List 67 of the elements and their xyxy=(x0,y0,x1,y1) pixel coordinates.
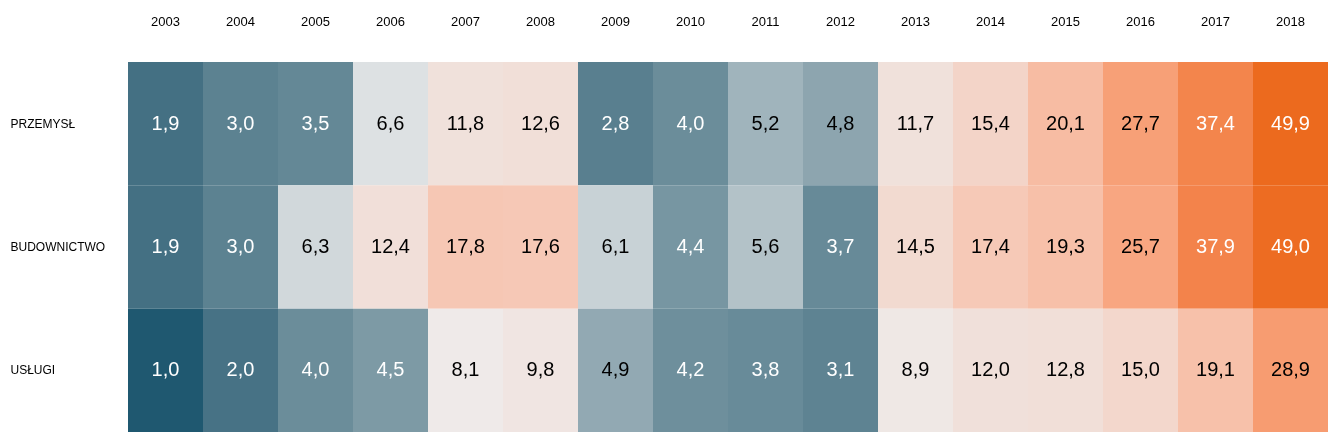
x-tick-label: 2011 xyxy=(751,13,780,29)
data-label: 4,5 xyxy=(376,358,405,381)
data-label: 1,9 xyxy=(151,111,180,134)
data-label: 3,5 xyxy=(301,111,330,134)
x-tick-label: 2013 xyxy=(901,13,930,29)
x-tick-label: 2017 xyxy=(1201,13,1230,29)
data-label: 6,3 xyxy=(301,235,330,257)
data-label: 6,1 xyxy=(601,235,630,257)
x-tick-label: 2007 xyxy=(451,13,480,29)
data-label: 4,0 xyxy=(301,358,330,381)
x-tick-label: 2012 xyxy=(826,13,855,29)
data-label: 1,0 xyxy=(151,358,180,381)
data-label: 28,9 xyxy=(1271,358,1310,381)
data-label: 11,8 xyxy=(446,111,485,134)
data-label: 11,7 xyxy=(896,111,935,134)
data-label: 19,3 xyxy=(1046,235,1085,257)
y-tick-label: BUDOWNICTWO xyxy=(10,240,106,254)
data-label: 49,0 xyxy=(1271,235,1310,257)
y-tick-label: PRZEMYSŁ xyxy=(10,116,76,131)
data-label: 17,6 xyxy=(521,235,560,257)
data-label: 27,7 xyxy=(1121,111,1160,134)
data-label: 1,9 xyxy=(151,235,180,257)
data-label: 37,4 xyxy=(1196,111,1235,134)
data-label: 9,8 xyxy=(526,358,555,381)
data-label: 19,1 xyxy=(1196,358,1235,381)
data-label: 15,4 xyxy=(971,111,1010,134)
data-label: 5,2 xyxy=(751,111,780,134)
data-label: 2,8 xyxy=(601,111,630,134)
data-label: 14,5 xyxy=(896,235,935,257)
data-label: 25,7 xyxy=(1121,235,1160,257)
y-tick-label: USŁUGI xyxy=(10,363,56,378)
data-label: 49,9 xyxy=(1271,111,1310,134)
x-tick-label: 2016 xyxy=(1126,13,1155,29)
x-tick-label: 2008 xyxy=(526,13,555,29)
data-label: 5,6 xyxy=(751,235,780,257)
x-tick-label: 2003 xyxy=(151,13,180,29)
data-label: 6,6 xyxy=(376,111,405,134)
data-label: 3,8 xyxy=(751,358,780,381)
data-label: 3,1 xyxy=(826,358,855,381)
data-label: 4,2 xyxy=(676,358,705,381)
x-tick-label: 2014 xyxy=(976,13,1005,29)
x-tick-label: 2009 xyxy=(601,13,630,29)
data-label: 12,0 xyxy=(971,358,1010,381)
data-label: 37,9 xyxy=(1196,235,1235,257)
data-label: 17,4 xyxy=(971,235,1010,257)
x-tick-label: 2006 xyxy=(376,13,405,29)
x-tick-label: 2015 xyxy=(1051,13,1080,29)
data-label: 8,9 xyxy=(901,358,930,381)
data-label: 8,1 xyxy=(451,358,480,381)
x-tick-label: 2018 xyxy=(1276,13,1305,29)
data-label: 3,0 xyxy=(226,111,255,134)
x-tick-label: 2004 xyxy=(226,13,255,29)
x-tick-label: 2005 xyxy=(301,13,330,29)
data-label: 20,1 xyxy=(1046,111,1085,134)
data-label: 12,8 xyxy=(1046,358,1085,381)
data-label: 2,0 xyxy=(226,358,255,381)
x-tick-label: 2010 xyxy=(676,13,705,29)
data-label: 15,0 xyxy=(1121,358,1160,381)
data-label: 17,8 xyxy=(446,235,485,257)
data-label: 3,7 xyxy=(826,235,855,257)
data-label: 12,4 xyxy=(371,235,410,257)
data-label: 12,6 xyxy=(521,111,560,134)
data-label: 3,0 xyxy=(226,235,255,257)
data-label: 4,9 xyxy=(601,358,630,381)
data-label: 4,8 xyxy=(826,111,855,134)
data-label: 4,0 xyxy=(676,111,705,134)
data-label: 4,4 xyxy=(676,235,705,257)
